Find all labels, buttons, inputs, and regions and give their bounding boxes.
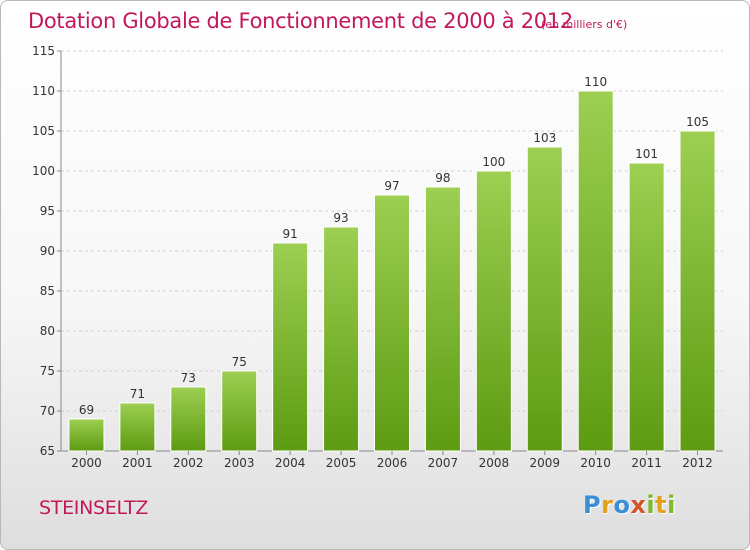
bar-2010 — [577, 90, 614, 452]
value-label: 71 — [130, 387, 145, 401]
value-label: 105 — [686, 115, 709, 129]
bar-2011 — [628, 162, 665, 452]
chart-unit: (en milliers d'€) — [541, 18, 628, 31]
x-tick-label: 2003 — [224, 456, 255, 470]
value-labels: 69 71 73 75 91 93 97 98 100 103 110 101 105 — [79, 75, 709, 417]
bar-2009 — [526, 146, 563, 452]
proxiti-logo: Proxiti — [583, 491, 676, 519]
x-tick-labels: 2000 2001 2002 2003 2004 2005 2006 2007 2008 2009… — [71, 451, 713, 470]
y-tick-label: 105 — [32, 124, 55, 138]
value-label: 93 — [333, 211, 348, 225]
logo-letter: x — [630, 491, 647, 519]
x-tick-label: 2001 — [122, 456, 153, 470]
value-label: 103 — [533, 131, 556, 145]
value-label: 110 — [584, 75, 607, 89]
logo-letter: t — [655, 491, 668, 519]
bar-2005 — [323, 226, 360, 452]
x-tick-label: 2010 — [580, 456, 611, 470]
y-tick-labels: 65 70 75 80 85 90 95 100 105 110 115 — [32, 44, 55, 458]
bar-2002 — [170, 386, 207, 452]
logo-letter: P — [583, 491, 602, 519]
y-tick-label: 70 — [40, 404, 55, 418]
value-label: 73 — [181, 371, 196, 385]
logo-letter: i — [667, 491, 676, 519]
x-tick-label: 2006 — [377, 456, 408, 470]
value-label: 75 — [232, 355, 247, 369]
x-tick-label: 2009 — [529, 456, 560, 470]
y-tick-label: 100 — [32, 164, 55, 178]
y-tick-label: 85 — [40, 284, 55, 298]
x-tick-label: 2007 — [428, 456, 459, 470]
bars — [68, 90, 716, 452]
x-tick-label: 2002 — [173, 456, 204, 470]
y-tick-label: 115 — [32, 44, 55, 58]
value-label: 97 — [384, 179, 399, 193]
x-tick-label: 2008 — [479, 456, 510, 470]
chart-title: Dotation Globale de Fonctionnement de 20… — [28, 9, 573, 33]
y-tick-label: 80 — [40, 324, 55, 338]
bar-2003 — [221, 370, 258, 452]
y-tick-label: 110 — [32, 84, 55, 98]
bar-2006 — [374, 194, 410, 452]
x-tick-label: 2005 — [326, 456, 357, 470]
logo-letter: r — [601, 491, 614, 519]
y-tick-label: 75 — [40, 364, 55, 378]
x-tick-label: 2011 — [631, 456, 662, 470]
value-label: 98 — [435, 171, 450, 185]
y-tick-label: 65 — [40, 444, 55, 458]
value-label: 100 — [482, 155, 505, 169]
x-tick-label: 2012 — [682, 456, 713, 470]
bar-2004 — [272, 242, 309, 452]
bar-2008 — [475, 170, 512, 452]
x-tick-label: 2004 — [275, 456, 306, 470]
logo-letter: i — [646, 491, 656, 519]
y-tick-label: 90 — [40, 244, 55, 258]
value-label: 101 — [635, 147, 658, 161]
bar-2001 — [119, 402, 156, 452]
value-label: 91 — [283, 227, 298, 241]
commune-name: STEINSELTZ — [39, 497, 149, 519]
logo-letter: o — [613, 491, 631, 519]
bar-2007 — [424, 186, 461, 452]
x-tick-label: 2000 — [71, 456, 102, 470]
bar-2012 — [679, 130, 716, 452]
y-tick-label: 95 — [40, 204, 55, 218]
bar-2000 — [68, 418, 105, 452]
value-label: 69 — [79, 403, 94, 417]
